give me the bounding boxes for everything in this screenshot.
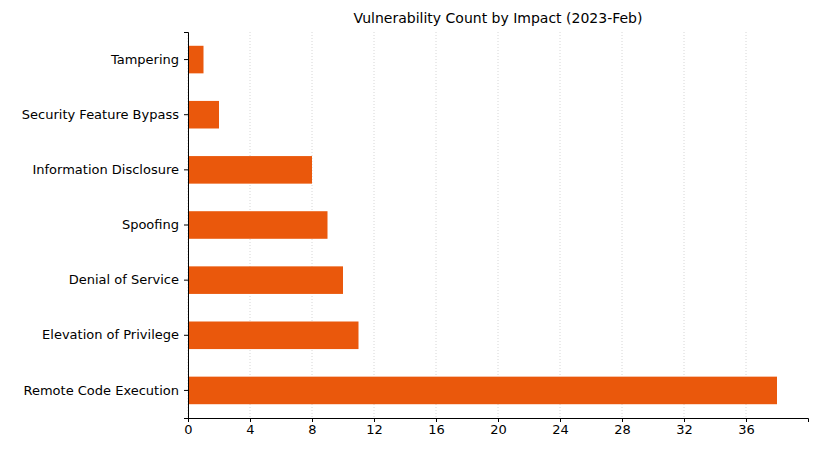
- x-tick: 32: [676, 418, 693, 437]
- title: Vulnerability Count by Impact (2023-Feb): [354, 10, 643, 26]
- bar: [188, 266, 343, 294]
- x-tick: 16: [428, 418, 445, 437]
- y-tick: Denial of Service: [69, 272, 188, 287]
- y-tick-mark: [184, 169, 188, 170]
- y-tick: Tampering: [110, 52, 188, 67]
- x-tick-label: 8: [308, 422, 316, 437]
- x-tick: 0: [184, 418, 192, 437]
- x-tick-label: 4: [246, 422, 254, 437]
- y-tick-mark: [184, 280, 188, 281]
- y-tick-label: Remote Code Execution: [24, 383, 180, 398]
- y-tick-mark: [184, 225, 188, 226]
- grid-line: [436, 32, 437, 418]
- y-tick-label: Spoofing: [122, 217, 179, 232]
- x-tick: 8: [308, 418, 316, 437]
- y-tick: Elevation of Privilege: [42, 327, 188, 342]
- x-tick-label: 12: [366, 422, 383, 437]
- bar: [188, 101, 219, 129]
- grid-line: [746, 32, 747, 418]
- x-tick-label: 16: [428, 422, 445, 437]
- bar: [188, 156, 312, 184]
- grid-line: [498, 32, 499, 418]
- y-tick-mark: [184, 59, 188, 60]
- bar: [188, 46, 204, 74]
- y-tick: Spoofing: [122, 217, 188, 232]
- x-tick: 24: [552, 418, 569, 437]
- chart: 0 4 8 12 16 20 24 28 32 36 Tampering Security Featu…: [0, 0, 817, 451]
- y-tick-mark: [184, 114, 188, 115]
- plot-area: 0 4 8 12 16 20 24 28 32 36 Tampering Security Featu…: [22, 32, 809, 437]
- x-tick: 28: [614, 418, 631, 437]
- y-tick-label: Security Feature Bypass: [22, 107, 179, 122]
- y-tick: Information Disclosure: [32, 162, 188, 177]
- y-axis: Tampering Security Feature Bypass Informat…: [22, 33, 189, 419]
- y-tick: Security Feature Bypass: [22, 107, 188, 122]
- x-tick-label: 32: [676, 422, 693, 437]
- grid-line: [374, 32, 375, 418]
- grid-line: [560, 32, 561, 418]
- bar: [188, 211, 328, 239]
- y-tick-mark: [184, 335, 188, 336]
- bars: [188, 46, 777, 404]
- y-tick: Remote Code Execution: [24, 383, 189, 398]
- x-tick: 4: [246, 418, 254, 437]
- x-tick-label: 28: [614, 422, 631, 437]
- x-tick-label: 0: [184, 422, 192, 437]
- grid: [188, 32, 746, 418]
- y-tick-label: Elevation of Privilege: [42, 327, 179, 342]
- x-tick-label: 20: [490, 422, 507, 437]
- x-tick-label: 24: [552, 422, 569, 437]
- x-axis: 0 4 8 12 16 20 24 28 32 36: [184, 418, 808, 437]
- y-tick-label: Information Disclosure: [32, 162, 179, 177]
- y-tick-label: Tampering: [110, 52, 179, 67]
- x-tick: 20: [490, 418, 507, 437]
- x-tick-label: 36: [738, 422, 755, 437]
- grid-line: [622, 32, 623, 418]
- y-tick-label: Denial of Service: [69, 272, 179, 287]
- x-tick: 36: [738, 418, 755, 437]
- y-tick-mark: [184, 390, 188, 391]
- bar: [188, 377, 777, 405]
- y-axis-line: [184, 33, 189, 419]
- grid-line: [684, 32, 685, 418]
- bar: [188, 322, 359, 350]
- x-tick: 12: [366, 418, 383, 437]
